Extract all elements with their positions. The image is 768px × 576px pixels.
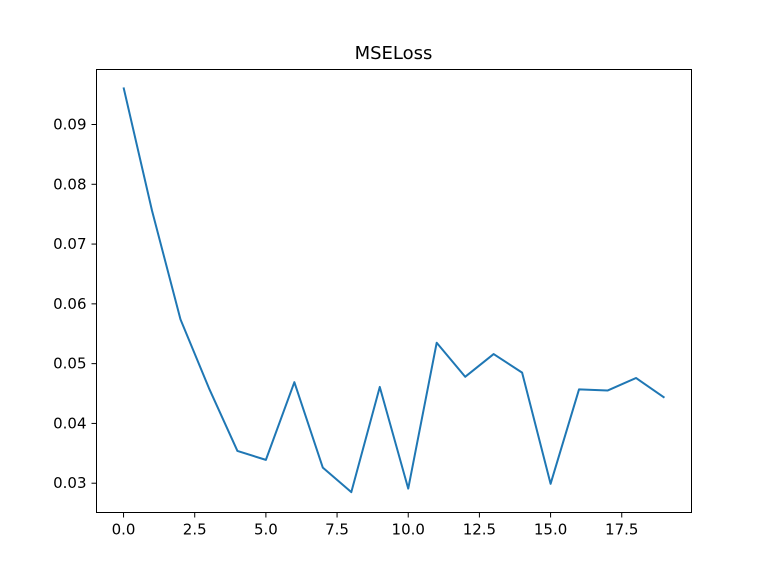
y-axis: 0.03 0.04 0.05 0.06 0.07 0.08 0.09 xyxy=(53,116,97,492)
x-tick-label: 5.0 xyxy=(254,521,278,539)
x-tick-label: 10.0 xyxy=(392,521,425,539)
y-tick-label: 0.07 xyxy=(53,235,86,253)
y-tick-label: 0.03 xyxy=(53,474,86,492)
plot-layer xyxy=(122,87,666,494)
series-line xyxy=(122,87,666,494)
x-tick-label: 12.5 xyxy=(463,521,496,539)
x-tick-label: 15.0 xyxy=(534,521,567,539)
x-tick-label: 2.5 xyxy=(183,521,207,539)
y-tick-label: 0.05 xyxy=(53,355,86,373)
y-tick-label: 0.09 xyxy=(53,116,86,134)
axes-frame xyxy=(96,69,692,513)
x-axis: 0.0 2.5 5.0 7.5 10.0 12.5 15.0 17.5 xyxy=(112,512,638,539)
x-tick-label: 0.0 xyxy=(112,521,136,539)
y-tick-label: 0.04 xyxy=(53,414,86,432)
x-tick-label: 17.5 xyxy=(605,521,638,539)
y-tick-label: 0.06 xyxy=(53,295,86,313)
y-tick-label: 0.08 xyxy=(53,175,86,193)
x-tick-label: 7.5 xyxy=(325,521,349,539)
chart-title: MSELoss xyxy=(355,43,433,64)
